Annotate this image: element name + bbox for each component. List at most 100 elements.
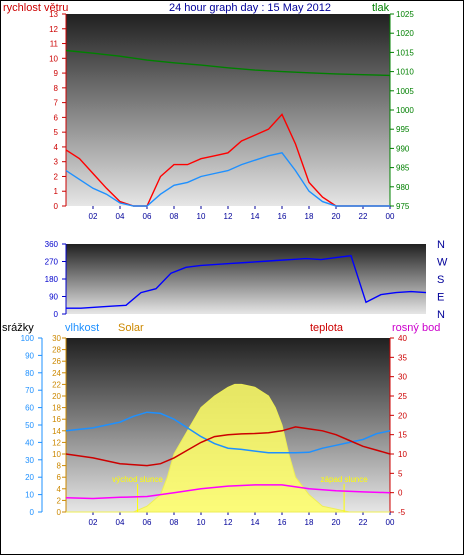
temperature-line: [65, 426, 391, 467]
wind-panel-background: [66, 14, 390, 206]
x-tick-label: 04: [116, 518, 125, 527]
wind-speed-label: rychlost větru: [3, 2, 68, 14]
humidity-tick-label: 4: [57, 485, 62, 494]
humidity-tick-label: 2: [57, 496, 62, 505]
x-tick-label: 08: [170, 212, 179, 221]
direction-tick-label: 360: [45, 240, 59, 249]
rain-tick-label: 20: [25, 473, 34, 482]
dewpoint-label: rosný bod: [392, 322, 440, 334]
sunrise-label: východ slunce: [112, 475, 163, 484]
x-tick-label: 06: [143, 212, 152, 221]
humidity-tick-label: 14: [52, 427, 61, 436]
rain-tick-label: 60: [25, 404, 34, 413]
humidity-tick-label: 10: [52, 450, 61, 459]
rain-label: srážky: [2, 322, 34, 334]
left-tick-label: 9: [54, 69, 59, 78]
x-tick-label: 14: [251, 212, 260, 221]
right-tick-label: 980: [396, 183, 410, 192]
left-tick-label: 2: [54, 172, 59, 181]
direction-tick-label: 270: [45, 258, 59, 267]
pressure-line: [65, 49, 391, 77]
left-tick-label: 11: [50, 40, 59, 49]
temp-tick-label: -5: [398, 508, 406, 517]
humidity-tick-label: 0: [57, 508, 62, 517]
x-tick-label: 20: [332, 212, 341, 221]
humidity-tick-label: 18: [52, 404, 61, 413]
temp-tick-label: 5: [398, 469, 403, 478]
rain-tick-label: 40: [25, 438, 34, 447]
pressure-label: tlak: [372, 2, 390, 14]
wind-direction-line: [66, 254, 427, 309]
compass-label: N: [437, 239, 445, 251]
humidity-tick-label: 22: [52, 380, 61, 389]
rain-tick-label: 70: [25, 386, 34, 395]
humidity-tick-label: 16: [52, 415, 61, 424]
wind-pressure-panel: 1312111098765432101025102010151010100510…: [49, 10, 414, 221]
x-tick-label: 16: [278, 518, 287, 527]
right-tick-label: 1005: [396, 87, 414, 96]
right-tick-label: 1020: [396, 29, 414, 38]
temp-tick-label: 20: [398, 411, 407, 420]
humidity-tick-label: 12: [52, 438, 61, 447]
x-tick-label: 18: [305, 212, 314, 221]
rain-tick-label: 0: [30, 508, 35, 517]
left-tick-label: 7: [54, 99, 59, 108]
temp-tick-label: 10: [398, 450, 407, 459]
left-tick-label: 13: [49, 10, 58, 19]
humidity-tick-label: 20: [52, 392, 61, 401]
average-line: [65, 152, 390, 207]
temp-tick-label: 40: [398, 334, 407, 343]
x-tick-label: 22: [359, 518, 368, 527]
solar-label: Solar: [118, 322, 144, 334]
dewpoint-line: [65, 484, 391, 500]
humidity-tick-label: 26: [52, 357, 61, 366]
left-tick-label: 3: [54, 158, 59, 167]
direction-panel-background: [66, 244, 426, 314]
compass-label: N: [437, 309, 445, 321]
direction-tick-label: 0: [54, 310, 59, 319]
x-tick-label: 00: [386, 212, 395, 221]
right-tick-label: 1010: [396, 68, 414, 77]
right-tick-label: 990: [396, 144, 410, 153]
x-tick-label: 00: [386, 518, 395, 527]
left-tick-label: 6: [54, 113, 59, 122]
compass-label: E: [437, 292, 444, 304]
right-tick-label: 985: [396, 164, 410, 173]
x-tick-label: 12: [224, 212, 233, 221]
temp-tick-label: 30: [398, 373, 407, 382]
compass-label: W: [437, 257, 448, 269]
humidity-tick-label: 24: [52, 369, 61, 378]
left-tick-label: 5: [54, 128, 59, 137]
x-tick-label: 18: [305, 518, 314, 527]
humidity-line: [65, 411, 391, 454]
direction-tick-label: 180: [45, 275, 59, 284]
direction-tick-label: 90: [49, 293, 58, 302]
humidity-label: vlhkost: [65, 322, 99, 334]
x-tick-label: 10: [197, 518, 206, 527]
humidity-tick-label: 8: [57, 462, 62, 471]
x-tick-label: 02: [89, 212, 98, 221]
temp-tick-label: 25: [398, 392, 407, 401]
temp-tick-label: 35: [398, 353, 407, 362]
temp-tick-label: 0: [398, 489, 403, 498]
right-tick-label: 1015: [396, 48, 414, 57]
x-tick-label: 04: [116, 212, 125, 221]
x-tick-label: 12: [224, 518, 233, 527]
rain-tick-label: 50: [25, 421, 34, 430]
rain-tick-label: 80: [25, 369, 34, 378]
humidity-tick-label: 30: [52, 334, 61, 343]
left-tick-label: 8: [54, 84, 59, 93]
temp-tick-label: 15: [398, 431, 407, 440]
right-tick-label: 1000: [396, 106, 414, 115]
left-tick-label: 12: [49, 25, 58, 34]
compass-label: S: [437, 274, 444, 286]
rain-tick-label: 90: [25, 351, 34, 360]
temperature-label: teplota: [310, 322, 344, 334]
temperature-humidity-panel: 1009080706050403020100302826242220181614…: [21, 334, 408, 527]
left-tick-label: 4: [54, 143, 59, 152]
humidity-tick-label: 6: [57, 473, 62, 482]
humidity-tick-label: 28: [52, 346, 61, 355]
x-tick-label: 16: [278, 212, 287, 221]
